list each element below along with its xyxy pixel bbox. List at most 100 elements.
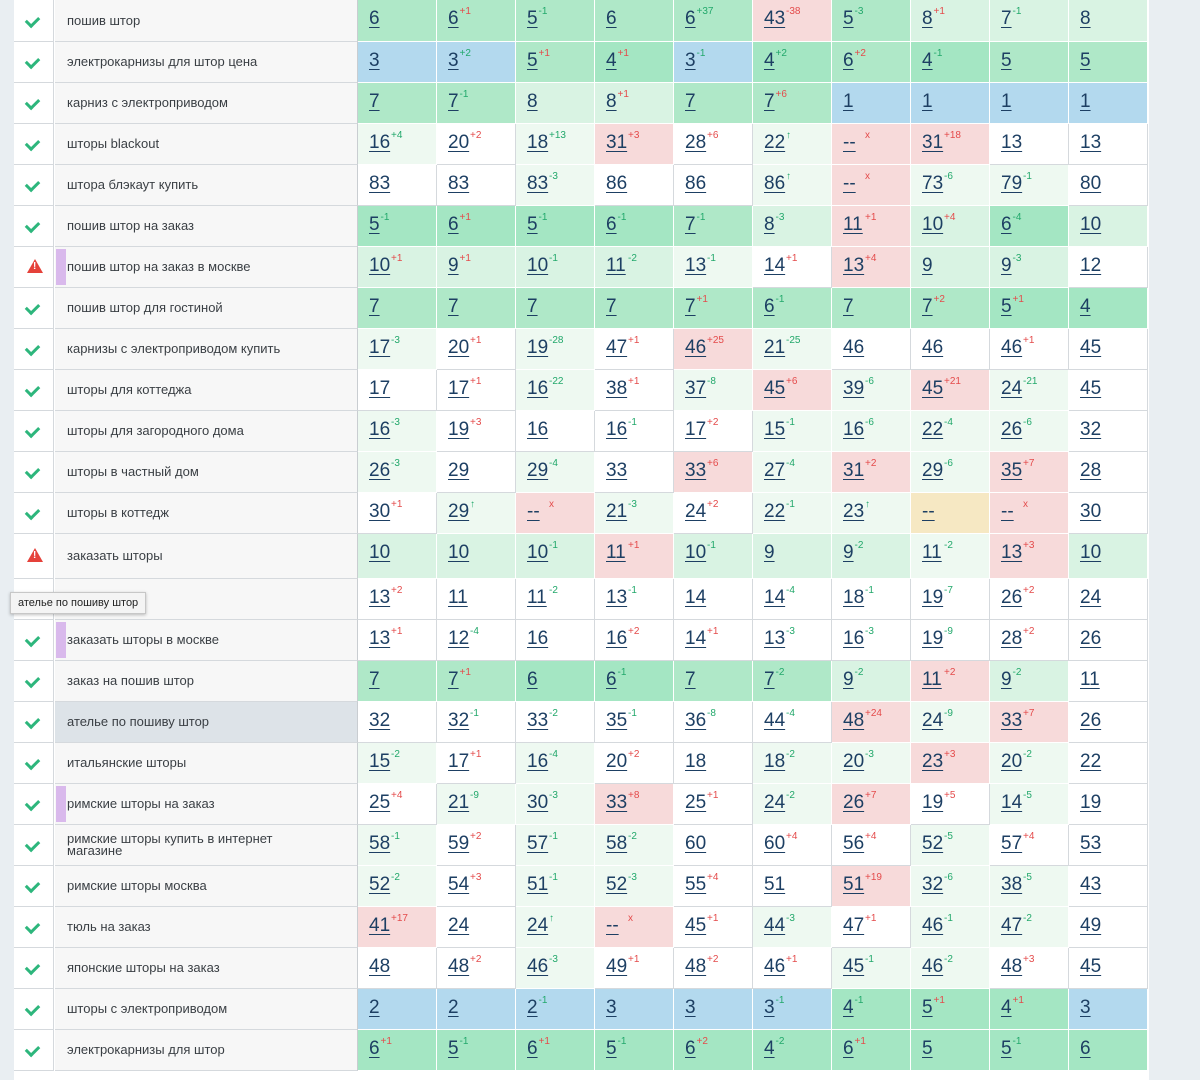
position-value[interactable]: 5: [1001, 296, 1012, 317]
table-row[interactable]: электрокарнизы для штор цена 3 3 +2 5 +1 4 +1 3-…: [14, 42, 1149, 83]
position-value[interactable]: 5: [369, 214, 380, 235]
keyword-cell[interactable]: карниз с электроприводом: [55, 83, 358, 124]
position-value[interactable]: 28: [1080, 460, 1102, 481]
position-value[interactable]: 7: [685, 91, 696, 112]
position-value[interactable]: 44: [764, 915, 786, 936]
table-row[interactable]: шторы blackout 16 +4 20 +2 18 +13 31 +3 28 +6 22 ↑ --…: [14, 124, 1149, 165]
position-value[interactable]: 56: [843, 833, 865, 854]
position-value[interactable]: 30: [1080, 501, 1102, 522]
keyword-cell[interactable]: карнизы с электроприводом купить: [55, 329, 358, 370]
position-value[interactable]: 17: [448, 378, 470, 399]
position-value[interactable]: 16: [606, 628, 628, 649]
position-value[interactable]: 9: [448, 255, 459, 276]
position-value[interactable]: 8: [922, 8, 933, 29]
position-value[interactable]: --: [922, 501, 935, 522]
position-value[interactable]: 51: [527, 874, 549, 895]
position-value[interactable]: 6: [369, 1038, 380, 1059]
position-value[interactable]: 2: [527, 997, 538, 1018]
position-value[interactable]: 6: [685, 8, 696, 29]
position-value[interactable]: 16: [369, 132, 391, 153]
position-value[interactable]: 5: [1001, 50, 1012, 71]
position-value[interactable]: 6: [527, 1038, 538, 1059]
position-value[interactable]: 4: [1080, 296, 1091, 317]
position-value[interactable]: 13: [764, 628, 786, 649]
table-row[interactable]: заказ на пошив штор 7 7 +1 6 6 -1 7 7 -2 9 -2 11 +2 9-…: [14, 661, 1149, 702]
position-value[interactable]: 3: [685, 50, 696, 71]
position-value[interactable]: 8: [1080, 8, 1091, 29]
position-value[interactable]: 49: [1080, 915, 1102, 936]
position-value[interactable]: 37: [685, 378, 707, 399]
position-value[interactable]: 11: [843, 214, 863, 235]
position-value[interactable]: 48: [448, 956, 470, 977]
position-value[interactable]: 21: [448, 792, 470, 813]
position-value[interactable]: 8: [764, 214, 775, 235]
table-row[interactable]: карнизы с электроприводом купить 17 -3 20 +1…: [14, 329, 1149, 370]
position-value[interactable]: 1: [922, 91, 933, 112]
position-value[interactable]: 51: [843, 874, 865, 895]
position-value[interactable]: 38: [1001, 874, 1023, 895]
position-value[interactable]: 44: [764, 710, 786, 731]
position-value[interactable]: 13: [1080, 132, 1102, 153]
position-value[interactable]: 25: [685, 792, 707, 813]
position-value[interactable]: 26: [1080, 628, 1102, 649]
position-value[interactable]: 13: [606, 587, 628, 608]
position-value[interactable]: 22: [764, 501, 786, 522]
position-value[interactable]: 6: [606, 214, 617, 235]
position-value[interactable]: 5: [843, 8, 854, 29]
position-value[interactable]: 46: [922, 337, 944, 358]
position-value[interactable]: 6: [448, 8, 459, 29]
position-value[interactable]: 26: [1001, 587, 1023, 608]
position-value[interactable]: 17: [369, 378, 391, 399]
position-value[interactable]: 7: [685, 669, 696, 690]
position-value[interactable]: 4: [606, 50, 617, 71]
position-value[interactable]: 7: [369, 296, 380, 317]
position-value[interactable]: 26: [843, 792, 865, 813]
table-row[interactable]: электрокарнизы для штор 6 +1 5 -1 6 +1 5 -1 6 +2 4-…: [14, 1030, 1149, 1071]
table-row[interactable]: шторы в частный дом 26 -3 29 29 -4 33 33 +6 27 -4 3…: [14, 452, 1149, 493]
position-value[interactable]: 5: [527, 50, 538, 71]
position-value[interactable]: 26: [1001, 419, 1023, 440]
position-value[interactable]: 11: [527, 587, 547, 608]
position-value[interactable]: 46: [764, 956, 786, 977]
position-value[interactable]: 19: [527, 337, 549, 358]
position-value[interactable]: 24: [1001, 378, 1023, 399]
position-value[interactable]: 10: [369, 255, 391, 276]
position-value[interactable]: 3: [685, 997, 696, 1018]
position-value[interactable]: 47: [606, 337, 628, 358]
position-value[interactable]: 3: [448, 50, 459, 71]
position-value[interactable]: 39: [843, 378, 865, 399]
position-value[interactable]: 1: [1001, 91, 1012, 112]
position-value[interactable]: 13: [1001, 132, 1023, 153]
position-value[interactable]: 19: [922, 628, 944, 649]
position-value[interactable]: 24: [685, 501, 707, 522]
position-value[interactable]: 9: [843, 542, 854, 563]
position-value[interactable]: 53: [1080, 833, 1102, 854]
position-value[interactable]: 32: [922, 874, 944, 895]
position-value[interactable]: 83: [369, 173, 391, 194]
table-row[interactable]: римские шторы на заказ 25 +4 21 -9 30 -3 33 +8 25…: [14, 784, 1149, 825]
position-value[interactable]: 8: [527, 91, 538, 112]
position-value[interactable]: 17: [369, 337, 391, 358]
position-value[interactable]: 48: [1001, 956, 1023, 977]
position-value[interactable]: 33: [527, 710, 549, 731]
position-value[interactable]: 9: [843, 669, 854, 690]
position-value[interactable]: 10: [527, 542, 549, 563]
keyword-cell[interactable]: пошив штор на заказ: [55, 206, 358, 247]
position-value[interactable]: 7: [448, 91, 459, 112]
position-value[interactable]: 7: [685, 214, 696, 235]
position-value[interactable]: 14: [685, 587, 707, 608]
position-value[interactable]: 19: [1080, 792, 1102, 813]
position-value[interactable]: 45: [1080, 337, 1102, 358]
position-value[interactable]: 26: [369, 460, 391, 481]
position-value[interactable]: 45: [764, 378, 786, 399]
position-value[interactable]: 15: [764, 419, 786, 440]
keyword-cell[interactable]: шторы для загородного дома: [55, 411, 358, 452]
position-value[interactable]: 4: [1001, 997, 1012, 1018]
position-value[interactable]: 86: [685, 173, 707, 194]
position-value[interactable]: 7: [922, 296, 933, 317]
position-value[interactable]: 60: [685, 833, 707, 854]
position-value[interactable]: 47: [843, 915, 865, 936]
position-value[interactable]: 28: [685, 132, 707, 153]
position-value[interactable]: 30: [527, 792, 549, 813]
position-value[interactable]: 6: [764, 296, 775, 317]
